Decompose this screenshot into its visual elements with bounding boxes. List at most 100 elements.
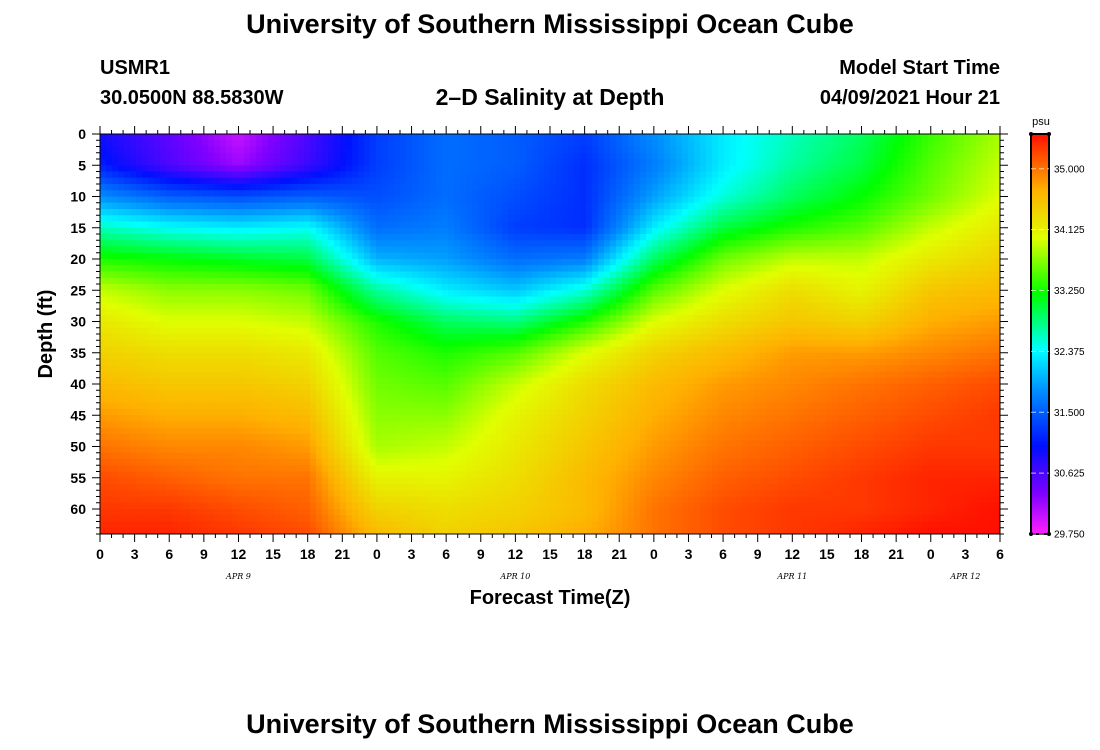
heatmap-cell: [496, 284, 503, 291]
heatmap-cell: [334, 302, 341, 310]
heatmap-cell: [178, 271, 185, 279]
heatmap-cell: [904, 246, 911, 254]
heatmap-cell: [730, 246, 737, 254]
heatmap-cell: [358, 277, 365, 285]
heatmap-cell: [178, 290, 185, 298]
heatmap-cell: [964, 221, 971, 229]
heatmap-cell: [934, 146, 941, 154]
heatmap-cell: [466, 190, 473, 198]
heatmap-cell: [484, 315, 491, 323]
heatmap-cell: [838, 227, 845, 235]
heatmap-cell: [538, 334, 545, 341]
heatmap-cell: [976, 290, 983, 298]
heatmap-cell: [190, 284, 197, 291]
heatmap-cell: [838, 140, 845, 148]
heatmap-cell: [652, 302, 659, 310]
heatmap-cell: [952, 321, 959, 329]
heatmap-cell: [310, 296, 317, 304]
heatmap-cell: [598, 315, 605, 323]
heatmap-cell: [250, 265, 257, 273]
heatmap-cell: [100, 171, 107, 179]
heatmap-cell: [208, 196, 215, 204]
heatmap-cell: [976, 302, 983, 310]
heatmap-cell: [814, 290, 821, 298]
heatmap-cell: [820, 159, 827, 166]
heatmap-cell: [550, 277, 557, 285]
heatmap-cell: [220, 146, 227, 154]
heatmap-cell: [412, 327, 419, 335]
heatmap-cell: [268, 190, 275, 198]
heatmap-cell: [928, 246, 935, 254]
heatmap-cell: [886, 159, 893, 166]
heatmap-cell: [544, 227, 551, 235]
heatmap-cell: [454, 227, 461, 235]
heatmap-cell: [442, 296, 449, 304]
heatmap-cell: [292, 140, 299, 148]
heatmap-cell: [208, 309, 215, 316]
heatmap-cell: [526, 252, 533, 260]
heatmap-cell: [148, 177, 155, 185]
heatmap-cell: [622, 265, 629, 273]
heatmap-cell: [970, 327, 977, 335]
heatmap-cell: [526, 221, 533, 229]
heatmap-cell: [622, 259, 629, 266]
heatmap-cell: [598, 146, 605, 154]
heatmap-cell: [802, 296, 809, 304]
heatmap-cell: [316, 227, 323, 235]
heatmap-cell: [448, 146, 455, 154]
heatmap-cell: [760, 215, 767, 223]
heatmap-cell: [544, 152, 551, 160]
heatmap-cell: [166, 265, 173, 273]
heatmap-cell: [706, 290, 713, 298]
heatmap-cell: [316, 234, 323, 241]
heatmap-cell: [424, 171, 431, 179]
heatmap-cell: [508, 159, 515, 166]
heatmap-cell: [874, 221, 881, 229]
heatmap-cell: [244, 196, 251, 204]
heatmap-cell: [682, 271, 689, 279]
heatmap-cell: [592, 309, 599, 316]
heatmap-cell: [910, 302, 917, 310]
heatmap-cell: [856, 184, 863, 191]
heatmap-cell: [298, 277, 305, 285]
heatmap-cell: [796, 271, 803, 279]
heatmap-cell: [634, 152, 641, 160]
heatmap-cell: [352, 240, 359, 248]
heatmap-cell: [928, 146, 935, 154]
heatmap-cell: [670, 171, 677, 179]
heatmap-cell: [706, 227, 713, 235]
heatmap-cell: [418, 259, 425, 266]
heatmap-cell: [130, 165, 137, 173]
heatmap-cell: [196, 309, 203, 316]
heatmap-cell: [358, 184, 365, 191]
heatmap-cell: [148, 134, 155, 141]
heatmap-cell: [280, 215, 287, 223]
heatmap-cell: [184, 209, 191, 216]
heatmap-cell: [886, 177, 893, 185]
heatmap-cell: [928, 171, 935, 179]
heatmap-cell: [688, 327, 695, 335]
heatmap-cell: [802, 265, 809, 273]
heatmap-cell: [142, 177, 149, 185]
heatmap-cell: [826, 227, 833, 235]
heatmap-cell: [448, 271, 455, 279]
model-start-label: Model Start Time: [839, 57, 1000, 79]
heatmap-cell: [562, 165, 569, 173]
heatmap-cell: [622, 221, 629, 229]
heatmap-cell: [508, 327, 515, 335]
heatmap-cell: [646, 240, 653, 248]
heatmap-cell: [766, 277, 773, 285]
heatmap-cell: [508, 284, 515, 291]
heatmap-cell: [136, 190, 143, 198]
heatmap-cell: [592, 284, 599, 291]
heatmap-cell: [220, 302, 227, 310]
heatmap-cell: [412, 271, 419, 279]
heatmap-cell: [898, 284, 905, 291]
heatmap-cell: [694, 159, 701, 166]
heatmap-cell: [340, 146, 347, 154]
heatmap-cell: [580, 252, 587, 260]
heatmap-cell: [382, 259, 389, 266]
heatmap-cell: [964, 165, 971, 173]
heatmap-cell: [268, 134, 275, 141]
